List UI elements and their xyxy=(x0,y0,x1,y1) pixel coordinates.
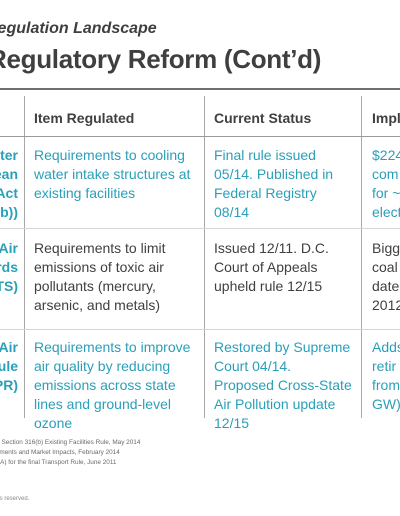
title-divider xyxy=(0,88,400,90)
column-divider xyxy=(361,96,362,418)
header-divider xyxy=(0,136,400,137)
slide-subtitle: Regulation Landscape xyxy=(0,20,157,37)
slide-title: Regulatory Reform (Cont’d) xyxy=(0,44,322,74)
column-header-implications: Impl xyxy=(372,110,400,126)
row-divider xyxy=(0,329,400,330)
column-header-item-regulated: Item Regulated xyxy=(34,110,135,126)
row-label-air-toxics: Airards TS) xyxy=(0,240,18,294)
row-impact-cooling-water: $224 com for ~ elect xyxy=(372,147,400,220)
column-divider xyxy=(204,96,205,418)
row-impact-toxic-air: Bigg coal date 2012 xyxy=(372,240,400,313)
row-item-cooling-water: Requirements to cooling water intake stru… xyxy=(34,147,191,201)
row-divider xyxy=(0,228,400,229)
column-divider xyxy=(24,96,25,418)
column-header-current-status: Current Status xyxy=(214,110,312,126)
footnote: Plant Retirements and Market Impacts, Fe… xyxy=(0,449,120,456)
footnote: Analysis (RIA) for the final Transport R… xyxy=(0,459,117,466)
footnote: for the Final Section 316(b) Existing Fa… xyxy=(0,439,141,446)
row-item-air-quality: Requirements to improve air quality by re… xyxy=(34,339,191,431)
row-status-cooling-water: Final rule issued 05/14. Published in Fed… xyxy=(214,147,334,220)
footnotes: for the Final Section 316(b) Existing Fa… xyxy=(0,438,400,468)
row-status-toxic-air: Issued 12/11. D.C. Court of Appeals uphel… xyxy=(214,240,329,294)
row-label-water-act: terean Act(b)) xyxy=(0,147,18,220)
copyright-notice: rights reserved. xyxy=(0,496,30,502)
row-status-air-quality: Restored by Supreme Court 04/14. Proposed… xyxy=(214,339,352,431)
row-item-toxic-air: Requirements to limit emissions of toxic … xyxy=(34,240,166,313)
